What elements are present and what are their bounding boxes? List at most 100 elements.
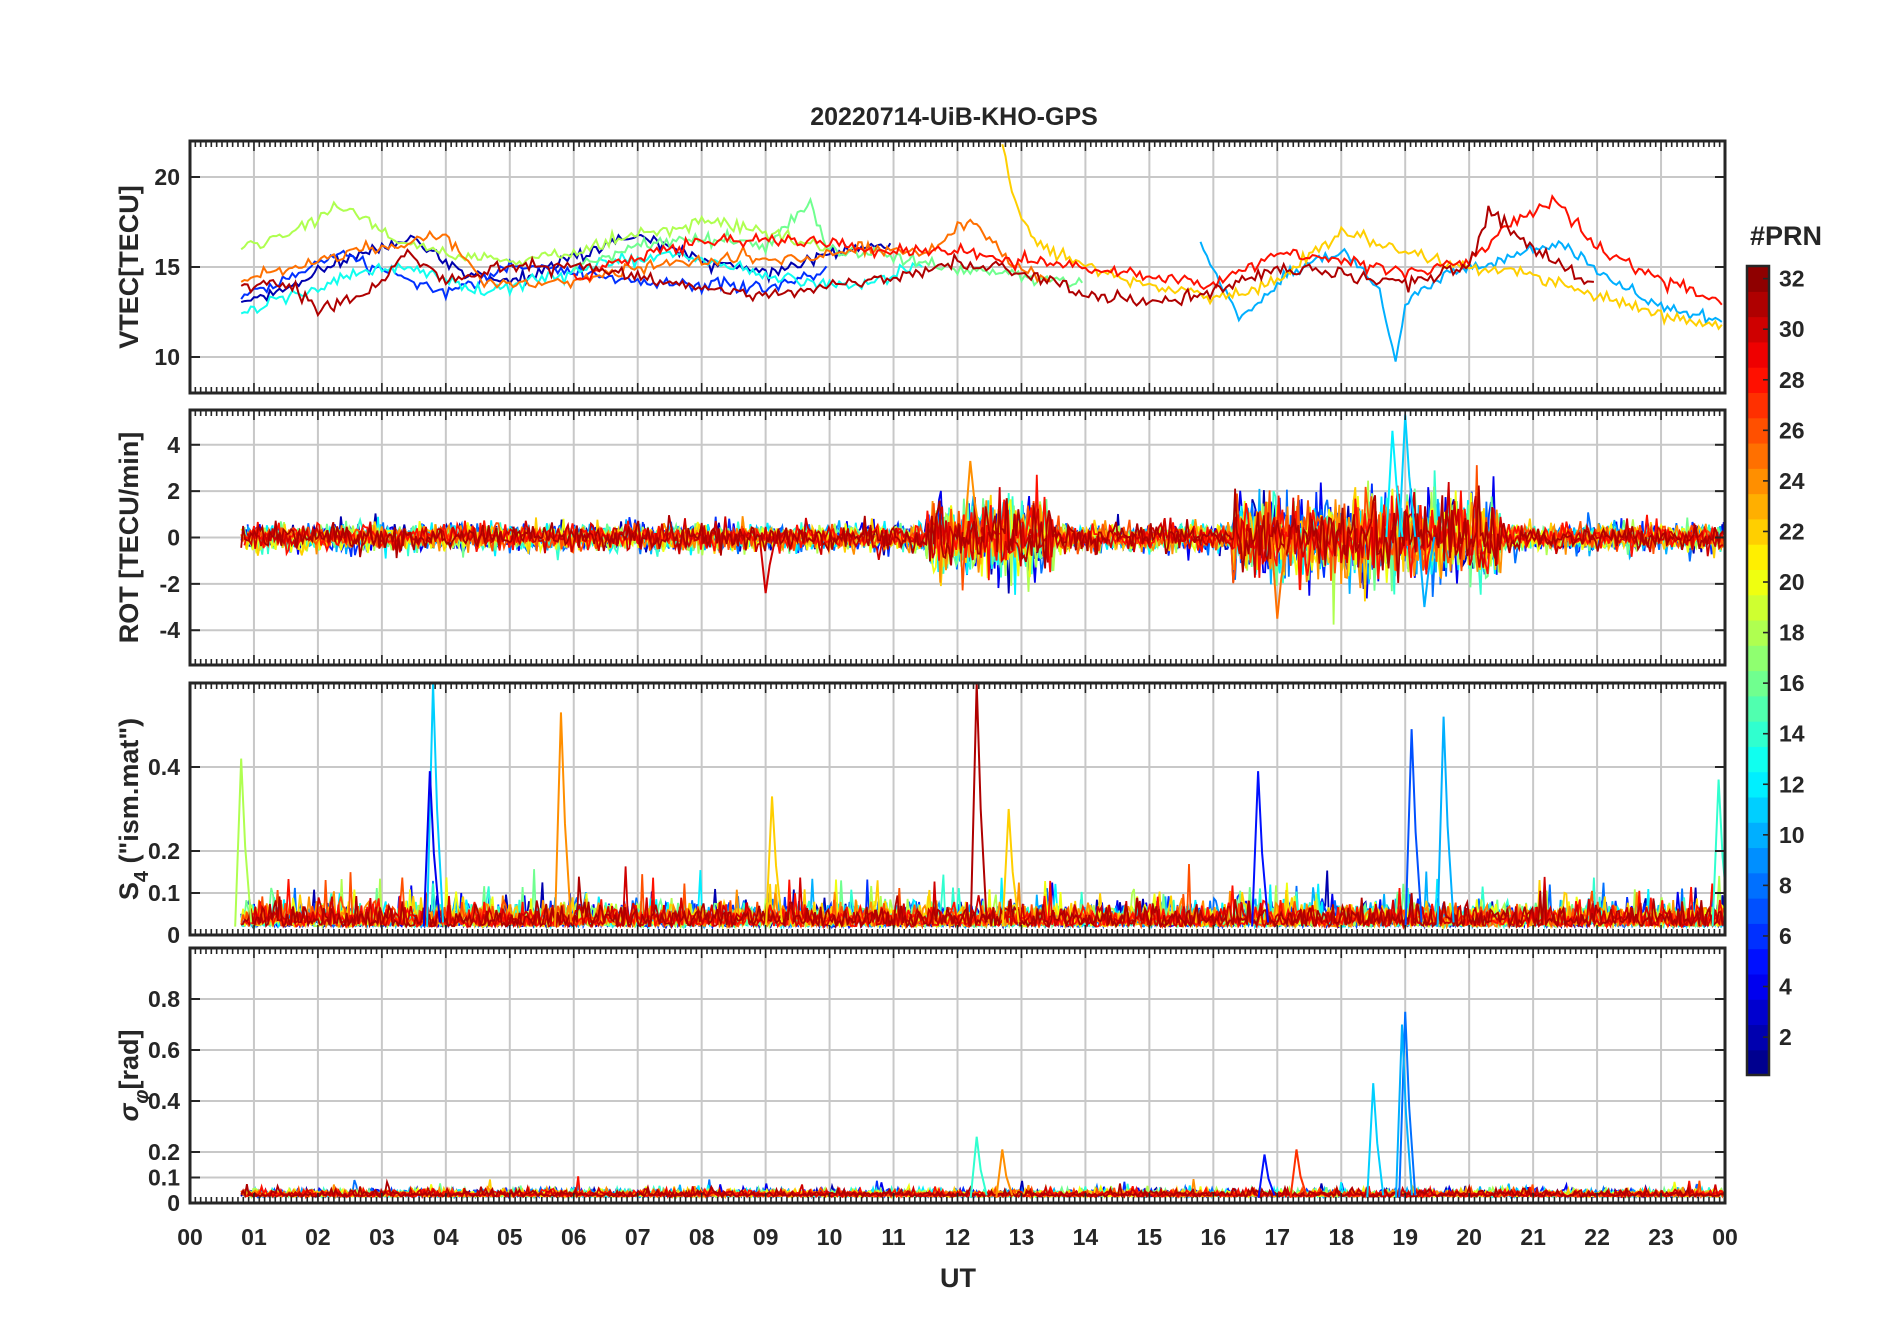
y-tick-label: 0.6 — [148, 1037, 180, 1063]
sigma-phi-trace — [240, 1178, 1725, 1199]
colorbar-band — [1747, 1049, 1769, 1076]
s4-trace — [240, 876, 1725, 930]
colorbar-band — [1747, 316, 1769, 343]
vtec-trace — [240, 250, 923, 315]
colorbar-band — [1747, 847, 1769, 874]
panel-s4: 00.10.20.4S4 ("ism.mat") — [114, 681, 1727, 948]
s4-spike — [1404, 729, 1423, 927]
colorbar-band — [1747, 645, 1769, 672]
colorbar-band — [1747, 923, 1769, 950]
rot-spike — [1398, 414, 1417, 538]
x-tick-label: 14 — [1073, 1224, 1099, 1250]
y-tick-label: 0.4 — [148, 754, 180, 780]
colorbar-band — [1747, 822, 1769, 849]
panel-traces — [240, 414, 1725, 625]
ylabel-main: σ — [114, 1103, 144, 1122]
colorbar-band — [1747, 999, 1769, 1026]
x-tick-label: 06 — [561, 1224, 587, 1250]
colorbar-band — [1747, 392, 1769, 419]
y-tick-label: 0.1 — [148, 880, 180, 906]
x-tick-label: 08 — [689, 1224, 715, 1250]
colorbar-band — [1747, 948, 1769, 975]
colorbar-band — [1747, 266, 1769, 292]
panel-traces — [240, 1011, 1725, 1201]
vtec-trace — [240, 205, 1594, 318]
s4-spike — [765, 796, 784, 927]
colorbar-tick-label: 12 — [1779, 771, 1805, 797]
y-tick-label: 10 — [154, 344, 180, 370]
colorbar-band — [1747, 771, 1769, 798]
x-tick-label: 19 — [1392, 1224, 1418, 1250]
rot-spike — [758, 536, 777, 594]
s4-spike — [426, 683, 445, 927]
colorbar-tick-label: 24 — [1779, 468, 1805, 494]
colorbar-band — [1747, 544, 1769, 570]
sigma-phi-spike — [1289, 1149, 1308, 1199]
x-tick-label: 02 — [305, 1224, 331, 1250]
y-axis-label-rot: ROT [TECU/min] — [114, 432, 144, 643]
x-axis: 00 01 02 03 04 05 06 07 08 09 10 11 12 13 14 15 16 17 18 19… — [177, 1224, 1738, 1250]
rot-spike — [1385, 430, 1404, 538]
colorbar-band — [1747, 341, 1769, 368]
y-axis-label-vtec: VTEC[TECU] — [114, 185, 144, 349]
s4-trace — [246, 866, 1724, 930]
x-tick-label: 17 — [1264, 1224, 1290, 1250]
s4-spike — [1001, 808, 1020, 927]
x-tick-label: 20 — [1456, 1224, 1482, 1250]
colorbar-band — [1747, 796, 1769, 823]
y-tick-label: 0 — [167, 525, 180, 551]
colorbar-tick-label: 4 — [1779, 974, 1792, 1000]
colorbar-band — [1747, 695, 1769, 722]
colorbar-band — [1747, 291, 1769, 318]
panel-rot: -4 -2 0 2 4 ROT [TECU/min] — [114, 408, 1727, 667]
vtec-trace — [572, 196, 1084, 289]
colorbar-tick-label: 18 — [1779, 620, 1805, 646]
y-tick-label: 20 — [154, 164, 180, 190]
panel-vtec: 10 15 20 VTEC[TECU] — [114, 139, 1727, 395]
y-tick-label: 0 — [167, 922, 180, 948]
ylabel-main: S — [114, 882, 144, 900]
x-tick-label: 00 — [177, 1224, 203, 1250]
vtec-trace — [240, 249, 828, 302]
rot-trace — [240, 485, 1725, 583]
rot-spike — [1270, 536, 1289, 619]
colorbar-tick-label: 32 — [1779, 266, 1805, 292]
colorbar-band — [1747, 973, 1769, 1000]
colorbar-band — [1747, 594, 1769, 621]
x-tick-label: 13 — [1009, 1224, 1035, 1250]
x-tick-label: 18 — [1328, 1224, 1354, 1250]
y-tick-label: 4 — [167, 432, 180, 458]
x-tick-label: 05 — [497, 1224, 523, 1250]
x-tick-label: 01 — [241, 1224, 267, 1250]
x-tick-label: 00 — [1712, 1224, 1738, 1250]
ylabel-sub: φ — [131, 1090, 153, 1104]
ylabel-sub: 4 — [131, 870, 153, 882]
s4-spike — [1711, 779, 1725, 927]
x-tick-label: 16 — [1201, 1224, 1227, 1250]
y-tick-label: 0.2 — [148, 838, 180, 864]
colorbar-tick-label: 14 — [1779, 721, 1805, 747]
x-axis-label: UT — [940, 1263, 976, 1293]
y-tick-label: -4 — [160, 617, 181, 643]
s4-spike — [553, 712, 572, 927]
colorbar-tick-label: 28 — [1779, 367, 1805, 393]
vtec-trace — [572, 193, 1723, 306]
colorbar-band — [1747, 442, 1769, 469]
y-tick-label: 0.2 — [148, 1139, 180, 1165]
s4-spike — [234, 758, 253, 927]
s4-spike — [969, 683, 988, 927]
panel-sigma-phi: 00.10.2 0.4 0.6 0.8 σφ[rad] — [114, 946, 1727, 1216]
colorbar-band — [1747, 746, 1769, 773]
colorbar-band — [1747, 872, 1769, 899]
panel-traces — [234, 683, 1725, 931]
colorbar-tick-label: 20 — [1779, 569, 1805, 595]
y-tick-label: 0.4 — [148, 1088, 180, 1114]
colorbar-label: #PRN — [1750, 221, 1822, 251]
colorbar-band — [1747, 518, 1769, 545]
colorbar-tick-label: 6 — [1779, 923, 1792, 949]
y-tick-label: 0 — [167, 1190, 180, 1216]
colorbar-band — [1747, 468, 1769, 495]
y-tick-label: 0.1 — [148, 1165, 180, 1191]
